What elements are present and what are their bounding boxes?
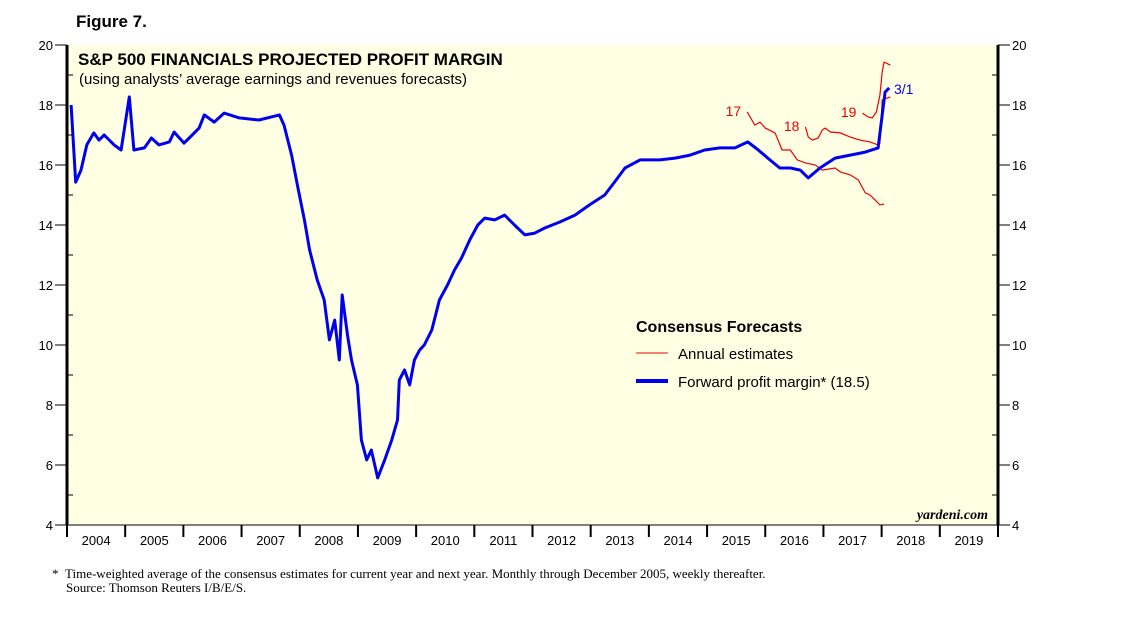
y-tick-label-left: 8	[46, 398, 53, 413]
y-tick-label-left: 10	[39, 338, 53, 353]
y-tick-label-right: 6	[1012, 458, 1019, 473]
annual-estimate-label: 19	[841, 104, 857, 120]
x-tick-label: 2011	[489, 533, 517, 548]
y-tick-label-left: 12	[39, 278, 53, 293]
y-tick-label-left: 16	[39, 158, 53, 173]
x-tick-label: 2015	[722, 533, 751, 548]
legend-label-forward: Forward profit margin* (18.5)	[678, 374, 870, 391]
plot-area	[67, 45, 998, 525]
watermark: yardeni.com	[915, 508, 988, 523]
figure-label: Figure 7.	[76, 12, 147, 31]
y-tick-label-right: 14	[1012, 218, 1026, 233]
annual-estimate-label: 18	[784, 118, 800, 134]
x-tick-label: 2014	[664, 533, 693, 548]
x-tick-label: 2016	[780, 533, 809, 548]
x-tick-label: 2010	[431, 533, 460, 548]
chart-title: S&P 500 FINANCIALS PROJECTED PROFIT MARG…	[78, 50, 503, 69]
annual-estimate-label: 17	[726, 103, 742, 119]
source-note: Source: Thomson Reuters I/B/E/S.	[66, 580, 247, 595]
y-tick-label-right: 18	[1012, 98, 1026, 113]
chart-subtitle: (using analysts’ average earnings and re…	[79, 71, 467, 88]
annual-estimate-line-19	[862, 61, 891, 119]
x-tick-label: 2013	[605, 533, 634, 548]
y-tick-label-left: 14	[39, 218, 53, 233]
footnote: * Time-weighted average of the consensus…	[52, 566, 766, 582]
x-tick-label: 2017	[838, 533, 867, 548]
legend-title: Consensus Forecasts	[636, 319, 802, 336]
y-tick-label-left: 20	[39, 38, 53, 53]
end-label: 3/1	[894, 81, 914, 97]
legend: Consensus Forecasts Annual estimates For…	[636, 319, 870, 391]
x-tick-label: 2012	[547, 533, 576, 548]
x-tick-label: 2006	[198, 533, 227, 548]
y-tick-label-left: 18	[39, 98, 53, 113]
footnote-text: Time-weighted average of the consensus e…	[65, 566, 766, 581]
x-tick-label: 2004	[82, 533, 111, 548]
y-tick-label-right: 4	[1012, 518, 1019, 533]
y-tick-label-right: 12	[1012, 278, 1026, 293]
y-tick-label-right: 8	[1012, 398, 1019, 413]
x-tick-label: 2019	[954, 533, 983, 548]
footnote-marker: *	[52, 566, 59, 581]
x-tick-label: 2007	[256, 533, 285, 548]
legend-label-annual: Annual estimates	[678, 346, 793, 363]
x-tick-label: 2005	[140, 533, 169, 548]
x-tick-label: 2009	[373, 533, 402, 548]
y-tick-label-right: 20	[1012, 38, 1026, 53]
x-tick-label: 2008	[314, 533, 343, 548]
forward-profit-margin-line	[69, 86, 891, 480]
y-tick-label-right: 10	[1012, 338, 1026, 353]
y-tick-label-left: 6	[46, 458, 53, 473]
x-tick-label: 2018	[896, 533, 925, 548]
y-tick-label-left: 4	[46, 518, 53, 533]
y-tick-label-right: 16	[1012, 158, 1026, 173]
